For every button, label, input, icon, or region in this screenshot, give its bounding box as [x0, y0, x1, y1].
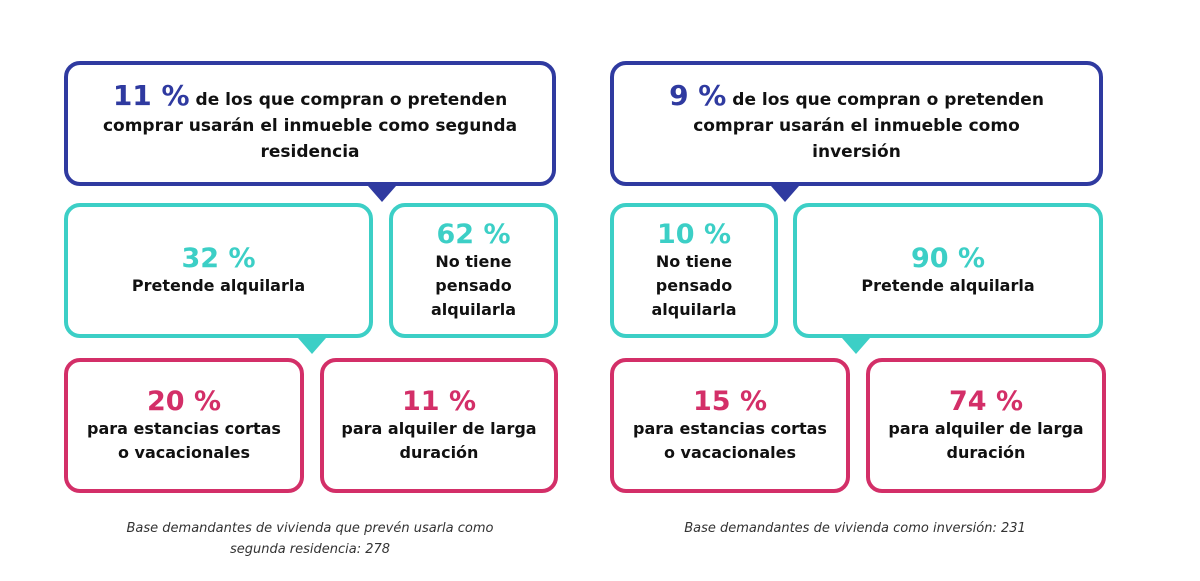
- left-arrow-1: [368, 186, 396, 202]
- right-long-pct: 74 %: [948, 385, 1024, 417]
- right-rent-pct: 90 %: [910, 242, 986, 274]
- right-summary-box: 9 % de los que compran o pretenden compr…: [610, 61, 1103, 186]
- left-summary-box: 11 % de los que compran o pretenden comp…: [64, 61, 556, 186]
- left-summary-text: de los que compran o pretenden comprar u…: [102, 89, 518, 162]
- right-long-box: 74 % para alquiler de larga duración: [866, 358, 1106, 493]
- right-rent-label: Pretende alquilarla: [861, 275, 1035, 295]
- left-short-label: para estancias cortas o vacacionales: [87, 418, 281, 462]
- left-long-pct: 11 %: [401, 385, 477, 417]
- right-norent-label: No tiene pensado alquilarla: [651, 251, 737, 319]
- left-long-box: 11 % para alquiler de larga duración: [320, 358, 558, 493]
- left-caption: Base demandantes de vivienda que prevén …: [126, 521, 494, 557]
- left-rent-pct: 32 %: [181, 242, 256, 274]
- left-summary-pct: 11 %: [112, 78, 190, 112]
- right-short-pct: 15 %: [692, 385, 768, 417]
- right-summary-pct: 9 %: [669, 78, 727, 112]
- right-rent-box: 90 % Pretende alquilarla: [793, 203, 1103, 338]
- left-rent-box: 32 % Pretende alquilarla: [64, 203, 373, 338]
- left-short-box: 20 % para estancias cortas o vacacionale…: [64, 358, 304, 493]
- left-rent-label: Pretende alquilarla: [131, 275, 306, 295]
- left-norent-label: No tiene pensado alquilarla: [430, 251, 517, 319]
- right-arrow-1: [771, 186, 799, 202]
- right-norent-box: 10 % No tiene pensado alquilarla: [610, 203, 778, 338]
- right-short-label: para estancias cortas o vacacionales: [633, 418, 827, 462]
- left-long-label: para alquiler de larga duración: [341, 418, 537, 462]
- right-short-box: 15 % para estancias cortas o vacacionale…: [610, 358, 850, 493]
- right-arrow-2: [842, 338, 870, 354]
- right-norent-pct: 10 %: [656, 218, 732, 250]
- left-arrow-2: [298, 338, 326, 354]
- right-long-label: para alquiler de larga duración: [888, 418, 1084, 462]
- right-summary-text: de los que compran o pretenden comprar u…: [693, 89, 1044, 162]
- left-norent-box: 62 % No tiene pensado alquilarla: [389, 203, 558, 338]
- left-short-pct: 20 %: [146, 385, 222, 417]
- right-caption: Base demandantes de vivienda como invers…: [684, 521, 1026, 536]
- left-norent-pct: 62 %: [436, 218, 511, 250]
